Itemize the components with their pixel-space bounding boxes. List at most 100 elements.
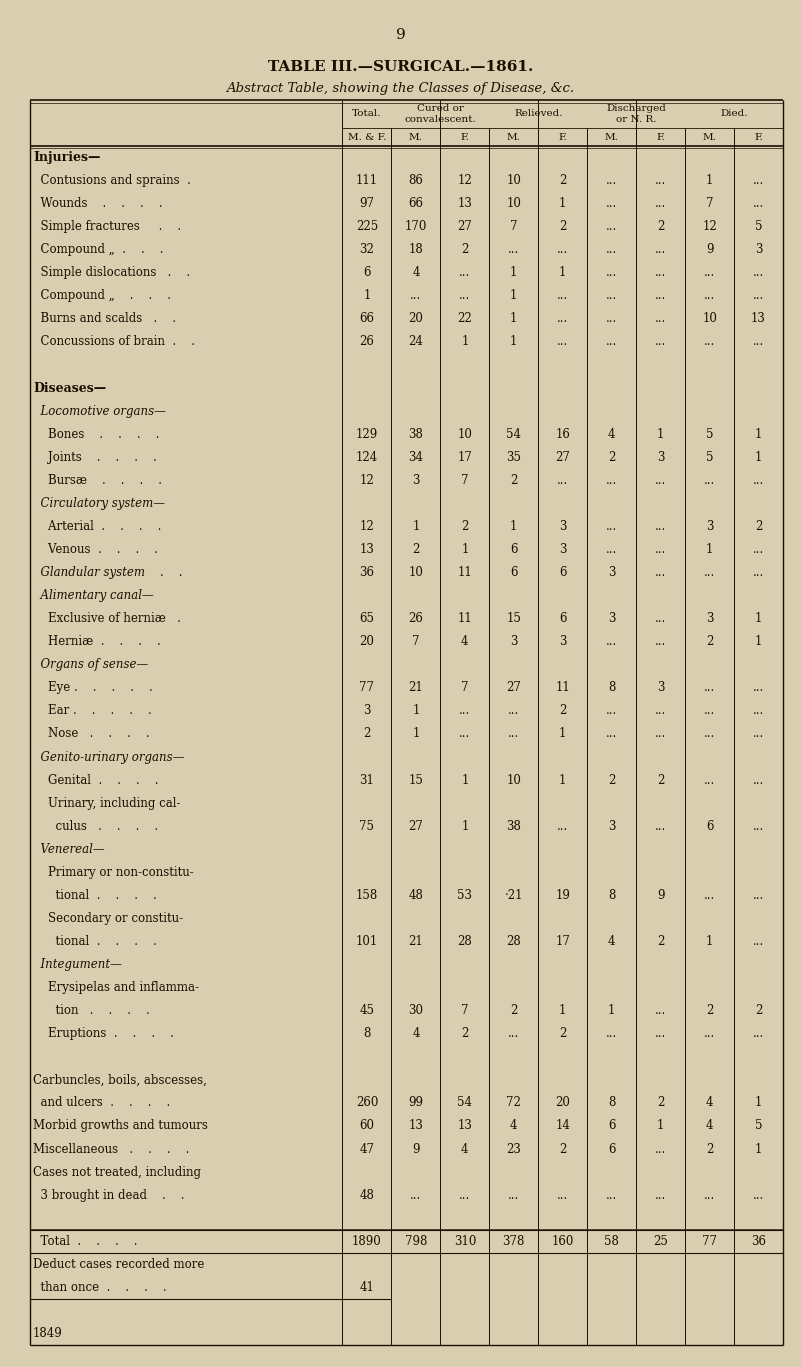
- Text: Discharged
or N. R.: Discharged or N. R.: [606, 104, 666, 124]
- Text: 9: 9: [657, 889, 664, 902]
- Text: ...: ...: [655, 543, 666, 556]
- Text: 2: 2: [559, 704, 566, 718]
- Text: 1: 1: [461, 335, 469, 349]
- Text: Eye .    .    .    .    .: Eye . . . . .: [33, 681, 153, 694]
- Text: 12: 12: [360, 474, 374, 487]
- Text: Cases not treated, including: Cases not treated, including: [33, 1166, 201, 1178]
- Text: ...: ...: [557, 290, 569, 302]
- Text: ...: ...: [606, 197, 618, 211]
- Text: Burns and scalds   .    .: Burns and scalds . .: [33, 313, 176, 325]
- Text: 260: 260: [356, 1096, 378, 1110]
- Text: 72: 72: [506, 1096, 521, 1110]
- Text: 22: 22: [457, 313, 473, 325]
- Text: 8: 8: [608, 681, 615, 694]
- Text: ...: ...: [753, 727, 764, 741]
- Text: TABLE III.—SURGICAL.—1861.: TABLE III.—SURGICAL.—1861.: [268, 60, 533, 74]
- Text: 7: 7: [461, 1005, 469, 1017]
- Text: Diseases—: Diseases—: [33, 381, 106, 395]
- Text: 170: 170: [405, 220, 427, 234]
- Text: 25: 25: [653, 1234, 668, 1248]
- Text: ...: ...: [606, 474, 618, 487]
- Text: ...: ...: [459, 267, 470, 279]
- Text: ...: ...: [606, 636, 618, 648]
- Text: 2: 2: [657, 935, 664, 947]
- Text: 1: 1: [657, 428, 664, 440]
- Text: 7: 7: [413, 636, 420, 648]
- Text: 1: 1: [510, 267, 517, 279]
- Text: 28: 28: [506, 935, 521, 947]
- Text: Deduct cases recorded more: Deduct cases recorded more: [33, 1258, 204, 1271]
- Text: 77: 77: [360, 681, 374, 694]
- Text: 4: 4: [461, 1143, 469, 1155]
- Text: 4: 4: [706, 1096, 714, 1110]
- Text: 1: 1: [755, 636, 763, 648]
- Text: ...: ...: [655, 474, 666, 487]
- Text: Herniæ  .    .    .    .: Herniæ . . . .: [33, 636, 161, 648]
- Text: 1: 1: [461, 543, 469, 556]
- Text: 1: 1: [706, 174, 713, 187]
- Text: 26: 26: [360, 335, 374, 349]
- Text: 2: 2: [413, 543, 420, 556]
- Text: Erysipelas and inflamma-: Erysipelas and inflamma-: [33, 982, 199, 994]
- Text: 3: 3: [706, 612, 714, 625]
- Text: 6: 6: [608, 1120, 615, 1132]
- Text: 3: 3: [608, 820, 615, 833]
- Text: ...: ...: [704, 774, 715, 786]
- Text: 32: 32: [360, 243, 374, 256]
- Text: 26: 26: [409, 612, 424, 625]
- Text: F.: F.: [461, 133, 469, 142]
- Text: 66: 66: [360, 313, 374, 325]
- Text: 97: 97: [360, 197, 374, 211]
- Text: Compound „  .    .    .: Compound „ . . .: [33, 243, 163, 256]
- Text: 1: 1: [559, 267, 566, 279]
- Text: Arterial  .    .    .    .: Arterial . . . .: [33, 519, 161, 533]
- Text: 160: 160: [552, 1234, 574, 1248]
- Text: ...: ...: [753, 1189, 764, 1202]
- Text: 2: 2: [461, 519, 469, 533]
- Text: 2: 2: [608, 451, 615, 463]
- Text: ...: ...: [606, 1027, 618, 1040]
- Text: 6: 6: [608, 1143, 615, 1155]
- Text: 4: 4: [608, 428, 615, 440]
- Text: 1: 1: [413, 704, 420, 718]
- Text: ...: ...: [753, 335, 764, 349]
- Text: 2: 2: [706, 1143, 713, 1155]
- Text: ...: ...: [655, 290, 666, 302]
- Text: 4: 4: [413, 1027, 420, 1040]
- Text: ...: ...: [459, 727, 470, 741]
- Text: ...: ...: [753, 174, 764, 187]
- Text: Genital  .    .    .    .: Genital . . . .: [33, 774, 159, 786]
- Text: 1: 1: [559, 774, 566, 786]
- Text: tional  .    .    .    .: tional . . . .: [33, 889, 157, 902]
- Text: 4: 4: [510, 1120, 517, 1132]
- Text: ...: ...: [557, 313, 569, 325]
- Text: ...: ...: [753, 820, 764, 833]
- Text: 47: 47: [360, 1143, 374, 1155]
- Text: 5: 5: [755, 1120, 763, 1132]
- Text: Injuries—: Injuries—: [33, 150, 100, 164]
- Text: 2: 2: [657, 220, 664, 234]
- Text: 3: 3: [657, 451, 664, 463]
- Text: 38: 38: [409, 428, 424, 440]
- Text: ...: ...: [753, 1027, 764, 1040]
- Text: ...: ...: [655, 612, 666, 625]
- Text: 4: 4: [706, 1120, 714, 1132]
- Text: ...: ...: [459, 290, 470, 302]
- Text: ...: ...: [508, 704, 519, 718]
- Text: 1: 1: [413, 519, 420, 533]
- Text: 75: 75: [360, 820, 374, 833]
- Text: Nose   .    .    .    .: Nose . . . .: [33, 727, 150, 741]
- Text: ...: ...: [410, 1189, 421, 1202]
- Text: ...: ...: [704, 704, 715, 718]
- Text: F.: F.: [558, 133, 567, 142]
- Text: 12: 12: [702, 220, 717, 234]
- Text: and ulcers  .    .    .    .: and ulcers . . . .: [33, 1096, 171, 1110]
- Text: 1849: 1849: [33, 1327, 62, 1340]
- Text: ...: ...: [753, 474, 764, 487]
- Text: 1: 1: [413, 727, 420, 741]
- Text: 10: 10: [409, 566, 424, 580]
- Text: M.: M.: [702, 133, 717, 142]
- Text: 6: 6: [510, 543, 517, 556]
- Text: ...: ...: [606, 174, 618, 187]
- Text: 6: 6: [510, 566, 517, 580]
